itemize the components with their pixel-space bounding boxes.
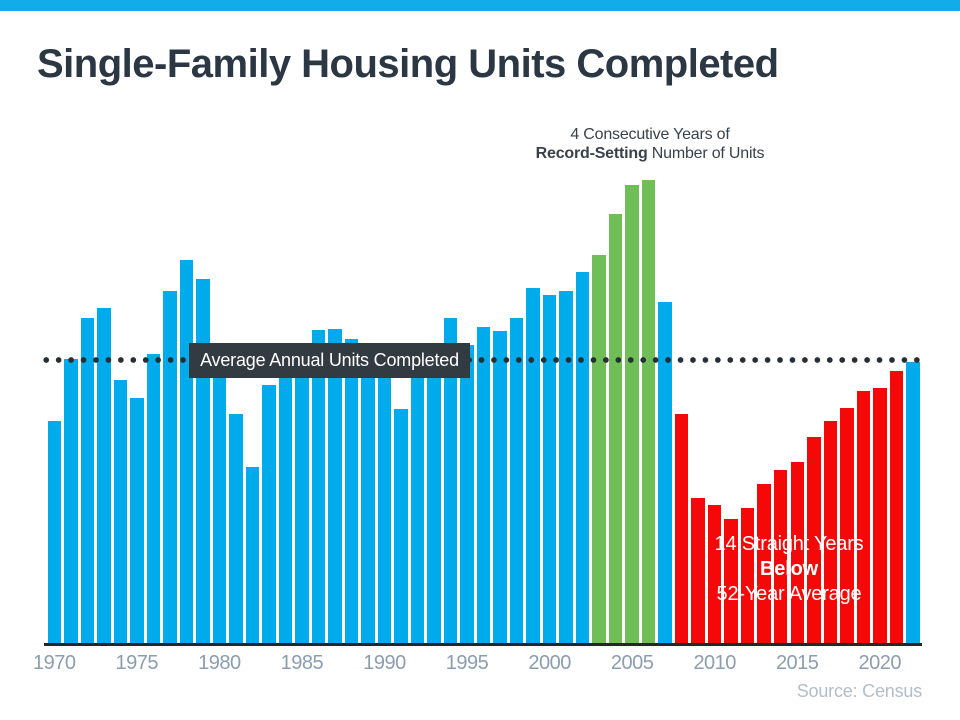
bar-1982 [245, 466, 260, 644]
bar-1989 [361, 356, 375, 644]
x-tick-1990: 1990 [363, 652, 406, 674]
bar-2006 [641, 179, 656, 644]
bar-2003 [592, 255, 606, 644]
bar-1981 [229, 414, 243, 644]
bar-2009 [691, 498, 705, 644]
bar-1990 [377, 372, 392, 644]
bars-layer [46, 0, 922, 644]
bar-1976 [146, 353, 161, 644]
x-tick-1995: 1995 [445, 652, 489, 674]
bar-1987 [328, 328, 342, 644]
bar-1994 [443, 318, 458, 644]
x-tick-2005: 2005 [610, 652, 654, 674]
bar-1993 [427, 352, 441, 644]
bar-1999 [526, 287, 540, 644]
record-years-line2-rest: Number of Units [647, 145, 765, 162]
x-tick-1975: 1975 [115, 652, 159, 674]
bar-2021 [889, 371, 903, 644]
bar-1973 [97, 308, 111, 644]
bar-1995 [460, 344, 474, 644]
bar-2004 [608, 214, 623, 644]
bar-2014 [773, 470, 788, 644]
bar-1977 [163, 290, 177, 644]
below-average-line2: Below [760, 558, 818, 580]
bar-1970 [47, 421, 61, 644]
bar-2011 [724, 518, 738, 644]
below-average-line1: 14 Straight Years [714, 533, 864, 555]
bar-1983 [262, 384, 276, 644]
bar-1992 [410, 373, 425, 644]
bar-2020 [873, 388, 887, 644]
bar-2015 [790, 462, 804, 644]
bar-2017 [823, 420, 837, 644]
bar-2002 [575, 272, 590, 644]
record-years-line1: 4 Consecutive Years of [570, 126, 730, 143]
bar-1971 [64, 359, 78, 644]
average-line-label: Average Annual Units Completed [189, 343, 470, 378]
below-average-line3: 52-Year Average [716, 583, 862, 605]
x-axis-line [44, 643, 922, 646]
page-title: Single-Family Housing Units Completed [37, 42, 779, 86]
x-tick-2010: 2010 [693, 652, 736, 674]
bar-1984 [278, 356, 293, 644]
bar-2000 [542, 295, 557, 644]
bar-1975 [130, 398, 144, 644]
average-line [40, 357, 926, 363]
source-credit: Source: Census [796, 681, 922, 701]
bar-2010 [707, 504, 722, 644]
bar-2005 [625, 184, 639, 644]
bar-1998 [509, 318, 524, 644]
bar-2018 [840, 408, 854, 644]
bar-2016 [807, 436, 821, 644]
bar-1972 [80, 318, 94, 644]
bar-2019 [856, 390, 870, 644]
bar-2013 [757, 484, 771, 644]
x-tick-2015: 2015 [775, 652, 819, 674]
bar-1997 [493, 330, 507, 644]
below-average-callout: 14 Straight Years Below 52-Year Average [675, 528, 903, 613]
bar-2012 [740, 508, 755, 644]
bar-1996 [476, 327, 491, 644]
x-tick-1980: 1980 [198, 652, 241, 674]
x-tick-2020: 2020 [858, 652, 902, 674]
bar-2008 [674, 414, 689, 644]
record-years-annotation: 4 Consecutive Years of Record-Setting Nu… [460, 125, 840, 163]
bar-2022 [906, 361, 920, 644]
record-years-line2-bold: Record-Setting [535, 145, 648, 162]
bar-1985 [295, 343, 309, 644]
bar-2007 [658, 302, 672, 644]
bar-1974 [113, 380, 127, 644]
x-tick-1970: 1970 [33, 652, 76, 674]
x-tick-1985: 1985 [280, 652, 324, 674]
record-years-line2: Record-Setting Number of Units [460, 144, 840, 163]
bar-2001 [559, 291, 573, 644]
bar-1986 [311, 329, 326, 644]
x-tick-2000: 2000 [528, 652, 571, 674]
bar-1980 [212, 375, 227, 644]
bar-1991 [394, 408, 408, 644]
bar-1988 [344, 339, 359, 644]
brand-stripe [0, 0, 960, 11]
